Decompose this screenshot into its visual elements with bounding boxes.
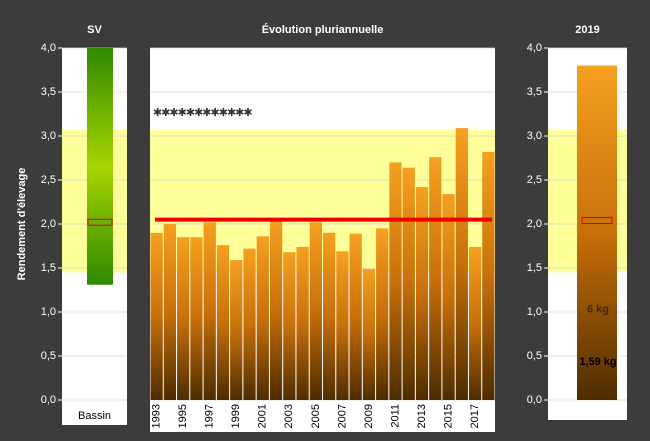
- y-tick-label: 0,5: [527, 350, 542, 362]
- x-tick-label: 2001: [257, 404, 269, 428]
- y-tick-label: 1,0: [527, 306, 542, 318]
- bar: [309, 222, 322, 400]
- bar: [376, 228, 389, 400]
- bar: [442, 194, 455, 400]
- y-tick-label: 2,0: [41, 218, 56, 230]
- bar: [336, 251, 349, 400]
- bar: [150, 232, 163, 400]
- x-tick-label: 1993: [151, 404, 163, 428]
- x-tick-label: 2007: [336, 404, 348, 428]
- x-tick-label: 2003: [283, 404, 295, 428]
- panel-title: Évolution pluriannuelle: [262, 23, 384, 36]
- marker: [581, 216, 613, 224]
- bar: [283, 252, 296, 400]
- y-tick-label: 3,0: [527, 130, 542, 142]
- y-tick-label: 2,0: [527, 218, 542, 230]
- x-tick-label: 1999: [230, 404, 242, 428]
- panel-title: 2019: [575, 24, 599, 36]
- bar: [455, 128, 468, 400]
- bar: [468, 246, 482, 400]
- annotation: 1,59 kg: [579, 356, 616, 368]
- annotation: 6 kg: [587, 303, 609, 315]
- y-tick-label: 4,0: [41, 42, 56, 54]
- bar: [203, 222, 216, 400]
- bar: [389, 162, 402, 400]
- y-tick-label: 3,0: [41, 130, 56, 142]
- bar: [577, 65, 617, 400]
- bar: [482, 151, 495, 400]
- bar: [429, 157, 442, 400]
- y-tick-label: 2,5: [527, 174, 542, 186]
- x-tick-label: 2005: [310, 404, 322, 428]
- bar: [349, 233, 362, 400]
- y-axis-title: Rendement d'élevage: [16, 168, 28, 281]
- bar: [163, 224, 177, 400]
- x-tick-label: Bassin: [78, 410, 111, 422]
- x-tick-label: 1995: [177, 404, 189, 428]
- x-tick-label: 2011: [389, 404, 401, 428]
- y-tick-label: 0,0: [527, 394, 542, 406]
- x-tick-label: 2009: [363, 404, 375, 428]
- bar: [190, 237, 203, 400]
- bar: [216, 245, 230, 400]
- bar: [362, 268, 376, 400]
- y-tick-label: 3,5: [41, 86, 56, 98]
- bar: [256, 236, 269, 400]
- marker: [87, 218, 113, 226]
- bar: [269, 219, 283, 400]
- bar: [177, 237, 190, 400]
- bar: [296, 246, 309, 400]
- y-tick-label: 1,5: [527, 262, 542, 274]
- bar: [243, 248, 256, 400]
- y-tick-label: 1,5: [41, 262, 56, 274]
- panel-title: SV: [87, 24, 102, 36]
- y-tick-label: 3,5: [527, 86, 542, 98]
- bar: [415, 187, 429, 400]
- y-tick-label: 4,0: [527, 42, 542, 54]
- bar: [323, 232, 336, 400]
- bar: [402, 167, 415, 400]
- x-tick-label: 2013: [416, 404, 428, 428]
- x-tick-label: 2015: [442, 404, 454, 428]
- y-tick-label: 1,0: [41, 306, 56, 318]
- annotation: ✱✱✱✱✱✱✱✱✱✱✱✱: [153, 107, 252, 119]
- x-tick-label: 1997: [204, 404, 216, 428]
- y-tick-label: 2,5: [41, 174, 56, 186]
- bar: [230, 260, 243, 400]
- y-tick-label: 0,0: [41, 394, 56, 406]
- y-tick-label: 0,5: [41, 350, 56, 362]
- x-tick-label: 2017: [469, 404, 481, 428]
- range-bar: [87, 48, 113, 285]
